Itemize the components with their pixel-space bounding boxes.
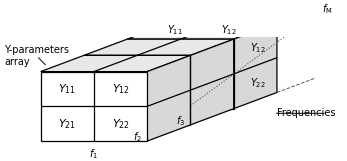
- Polygon shape: [234, 23, 277, 109]
- Polygon shape: [84, 39, 234, 55]
- Text: $Y_{12}$: $Y_{12}$: [112, 82, 129, 96]
- Text: $f_{\rm M}$: $f_{\rm M}$: [322, 3, 333, 16]
- Text: $Y_{22}$: $Y_{22}$: [249, 76, 265, 90]
- Polygon shape: [127, 23, 277, 39]
- Text: Frequencies: Frequencies: [277, 108, 336, 118]
- Polygon shape: [191, 39, 234, 125]
- Polygon shape: [84, 55, 191, 125]
- Text: $f_1$: $f_1$: [90, 147, 99, 161]
- Text: $Y_{11}$: $Y_{11}$: [168, 23, 183, 37]
- Polygon shape: [41, 55, 191, 72]
- Text: $Y_{21}$: $Y_{21}$: [58, 117, 76, 131]
- Text: $Y_{12}$: $Y_{12}$: [221, 23, 237, 37]
- Text: $Y_{22}$: $Y_{22}$: [112, 117, 129, 131]
- Text: $Y_{11}$: $Y_{11}$: [58, 82, 76, 96]
- Text: Y-parameters
array: Y-parameters array: [4, 45, 69, 66]
- Polygon shape: [41, 72, 147, 141]
- Text: $f_2$: $f_2$: [133, 131, 142, 144]
- Text: $Y_{12}$: $Y_{12}$: [249, 42, 265, 55]
- Polygon shape: [127, 39, 234, 109]
- Text: $f_3$: $f_3$: [176, 114, 185, 128]
- Polygon shape: [147, 55, 191, 141]
